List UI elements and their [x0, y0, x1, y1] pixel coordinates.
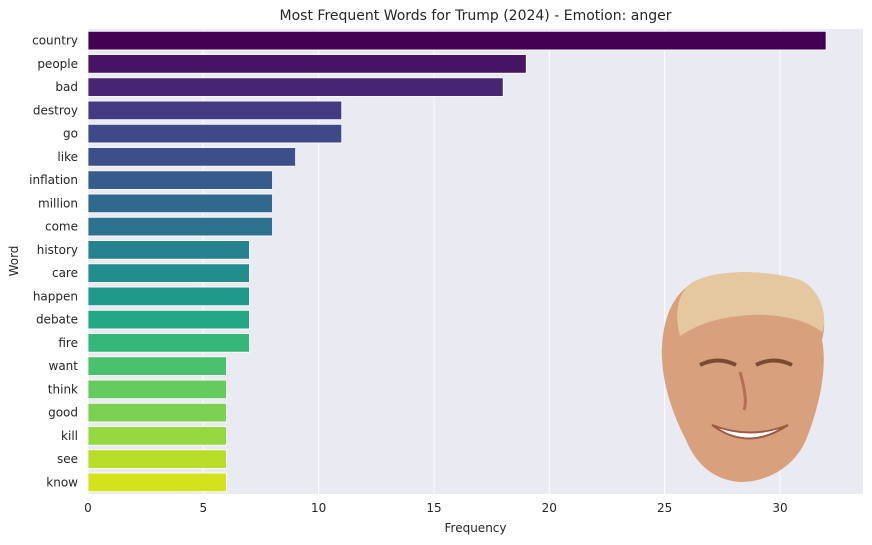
y-tick-label: happen [33, 289, 78, 303]
bar-fire [87, 333, 250, 353]
x-tick-label: 0 [84, 501, 92, 515]
bar-see [87, 449, 227, 469]
y-tick-label: go [63, 127, 78, 141]
x-tick-label: 5 [200, 501, 208, 515]
bars [87, 30, 827, 493]
bar-care [87, 263, 250, 283]
bar-know [87, 472, 227, 493]
y-tick-label: care [52, 266, 78, 280]
y-tick-label: like [57, 150, 78, 164]
bar-debate [87, 309, 250, 330]
bar-people [87, 54, 527, 74]
bar-think [87, 379, 227, 400]
y-tick-labels: country people bad destroy go like inflation mi… [29, 34, 78, 490]
y-tick-label: destroy [33, 103, 78, 117]
y-tick-label: know [46, 475, 78, 489]
y-tick-label: bad [55, 80, 78, 94]
y-tick-label: good [48, 406, 78, 420]
bar-kill [87, 426, 227, 446]
x-tick-label: 10 [311, 501, 326, 515]
x-tick-label: 15 [426, 501, 441, 515]
bar-come [87, 216, 273, 237]
bar-history [87, 240, 250, 260]
y-tick-label: see [57, 452, 78, 466]
bar-happen [87, 286, 250, 307]
chart-title: Most Frequent Words for Trump (2024) - E… [280, 8, 672, 24]
x-axis-title: Frequency [445, 521, 507, 535]
y-tick-label: fire [58, 336, 78, 350]
x-tick-label: 25 [657, 501, 672, 515]
bar-bad [87, 77, 504, 97]
bar-inflation [87, 170, 273, 190]
y-tick-label: think [48, 382, 78, 396]
y-tick-label: debate [36, 313, 78, 327]
y-tick-label: come [45, 220, 78, 234]
y-tick-label: want [49, 359, 79, 373]
y-tick-label: country [32, 34, 78, 48]
bar-country [87, 30, 827, 51]
x-tick-label: 30 [772, 501, 787, 515]
y-tick-label: history [37, 243, 78, 257]
bar-go [87, 123, 343, 144]
bar-good [87, 402, 227, 423]
bar-million [87, 193, 273, 214]
bar-destroy [87, 100, 343, 121]
x-tick-labels: 0 5 10 15 20 25 30 [84, 501, 787, 515]
y-tick-label: people [37, 57, 78, 71]
y-tick-label: kill [61, 429, 78, 443]
bar-want [87, 356, 227, 376]
y-tick-label: million [38, 196, 78, 210]
trump-face-photo-icon [661, 272, 825, 482]
bar-like [87, 147, 296, 167]
x-tick-label: 20 [542, 501, 557, 515]
y-axis-title: Word [7, 246, 21, 277]
y-tick-label: inflation [29, 173, 78, 187]
